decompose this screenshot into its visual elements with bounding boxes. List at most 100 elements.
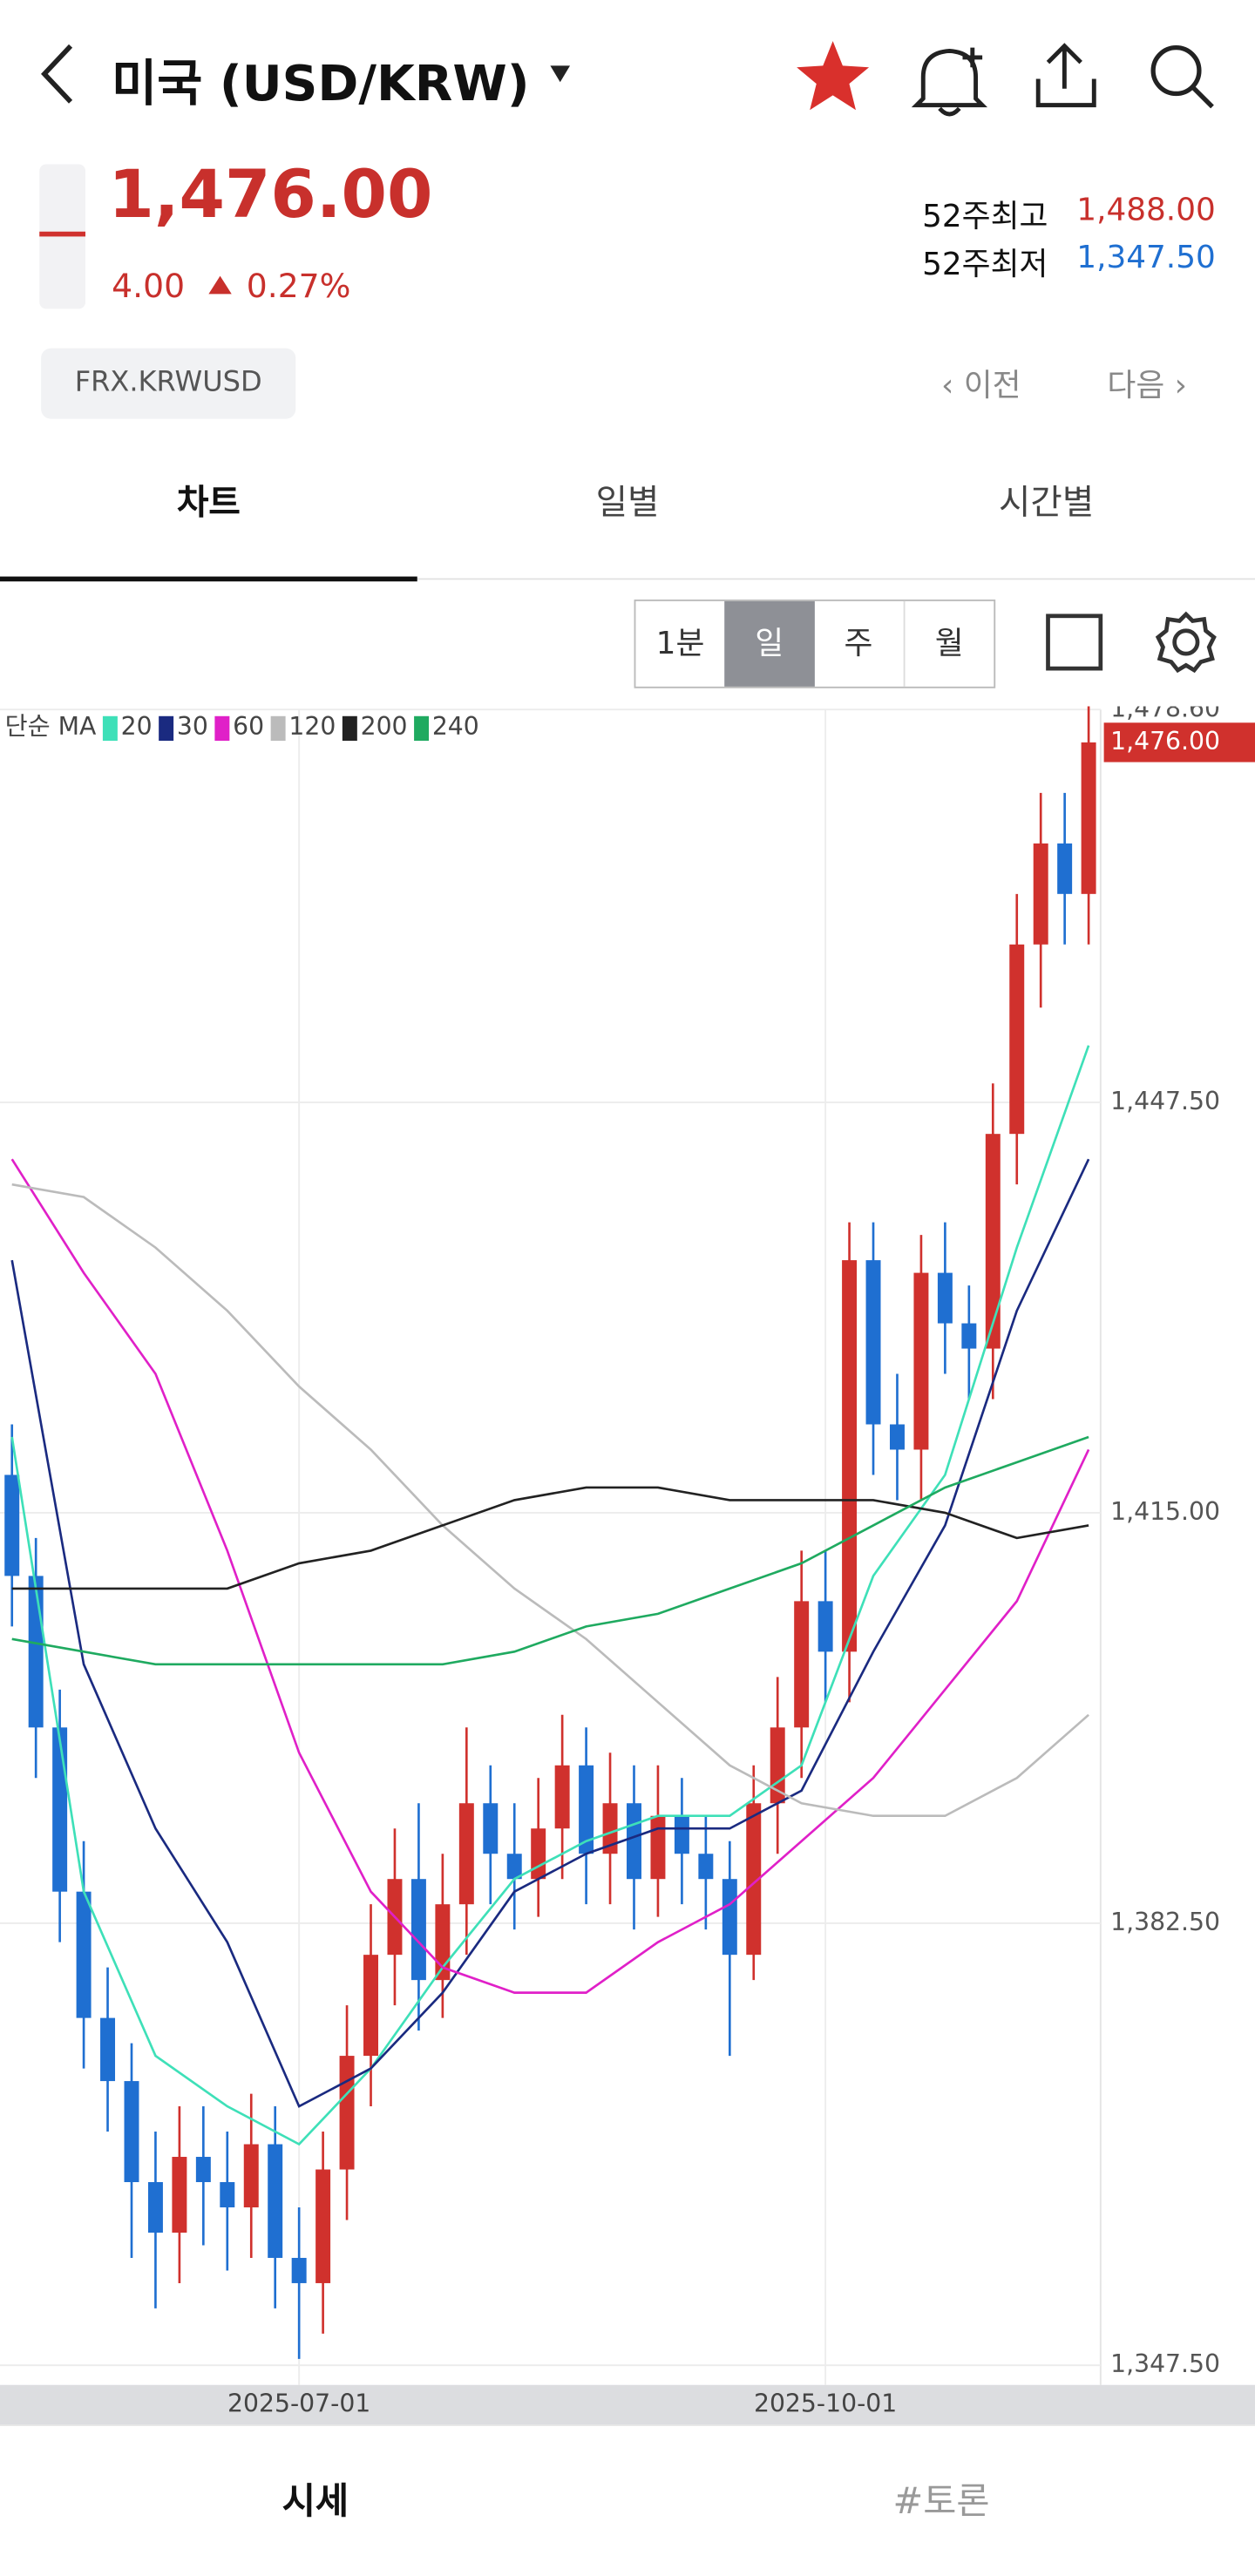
interval-button[interactable]: 월 [934, 626, 964, 662]
candle [195, 2106, 211, 2246]
interval-button[interactable]: 일 [724, 600, 814, 687]
dropdown-icon[interactable] [550, 65, 571, 83]
tab[interactable]: 차트 [176, 483, 241, 523]
candle [1057, 792, 1073, 945]
candle [602, 1752, 618, 1905]
candle [1081, 706, 1096, 945]
candle [842, 1222, 858, 1703]
legend-swatch [102, 715, 118, 742]
candle-body [506, 1854, 522, 1880]
candle-body [794, 1601, 810, 1728]
prev-label: 이전 [963, 368, 1021, 404]
candle [531, 1778, 546, 1917]
legend-label: 60 [233, 712, 264, 741]
candle-body [1057, 843, 1073, 894]
candle-body [698, 1854, 714, 1880]
candle [817, 1550, 833, 1703]
candle-body [889, 1424, 905, 1450]
x-axis-band [0, 2384, 1255, 2424]
candle-body [554, 1765, 570, 1829]
candle [627, 1765, 641, 1930]
top-icons [41, 41, 1214, 117]
legend-label: 200 [361, 712, 408, 741]
candle [4, 1424, 20, 1627]
candle [363, 1904, 378, 2107]
candle-body [291, 2257, 307, 2283]
tab[interactable]: 일별 [595, 483, 660, 523]
candle-body [76, 1891, 92, 2018]
chart-tools [1046, 611, 1217, 674]
ma-line [11, 1486, 1089, 1590]
fullscreen-icon[interactable] [1046, 613, 1103, 671]
candle-body [817, 1601, 833, 1652]
bottom-divider [0, 2423, 1255, 2426]
title[interactable]: 미국 (USD/KRW) [112, 56, 530, 114]
next-label: 다음 [1107, 368, 1165, 404]
legend-title: 단순 MA [5, 712, 97, 741]
candle [865, 1222, 881, 1475]
candle [172, 2106, 187, 2283]
candle-body [268, 2144, 283, 2258]
candle [506, 1803, 522, 1930]
candle-body [627, 1803, 641, 1880]
alert-icon[interactable] [911, 47, 988, 117]
candle [579, 1727, 594, 1905]
last-price-box [1103, 722, 1255, 763]
candle-body [531, 1828, 546, 1880]
candle-body [1081, 742, 1096, 894]
candle-body [937, 1272, 953, 1324]
bottom-tab[interactable]: #토론 [892, 2481, 990, 2524]
candle [124, 2043, 139, 2258]
legend-label: 30 [177, 712, 208, 741]
candle [1033, 792, 1048, 1008]
search-icon[interactable] [1150, 45, 1214, 109]
candle-body [363, 1955, 378, 2057]
candle-body [315, 2169, 331, 2283]
candle-body [985, 1134, 1001, 1349]
candle [76, 1840, 92, 2069]
settings-icon[interactable] [1155, 611, 1217, 674]
legend-swatch [342, 715, 357, 742]
candle [28, 1537, 44, 1779]
candle [746, 1765, 762, 1981]
candle-body [1009, 944, 1025, 1135]
favorite-icon[interactable] [797, 41, 870, 111]
x-tick-label: 2025-07-01 [227, 2389, 370, 2417]
candle [554, 1714, 570, 1880]
low52: 1,347.50 [1076, 240, 1216, 276]
candle-body [865, 1260, 881, 1425]
candle [483, 1765, 499, 1905]
bottom-tab[interactable]: 시세 [282, 2481, 349, 2524]
candle-body [674, 1815, 689, 1854]
share-icon[interactable] [1035, 43, 1096, 108]
y-tick-label: 1,447.50 [1110, 1087, 1220, 1115]
interval-button[interactable]: 주 [814, 600, 906, 687]
mini-candle [39, 164, 86, 309]
tab[interactable]: 시간별 [998, 483, 1095, 523]
candle-body [722, 1879, 737, 1956]
candle-body [842, 1260, 858, 1652]
up-arrow [208, 275, 232, 295]
candle [961, 1285, 977, 1400]
candle-body [28, 1576, 44, 1728]
candle [339, 2005, 355, 2220]
y-tick-label: 1,347.50 [1110, 2349, 1220, 2378]
candle-body [602, 1803, 618, 1854]
chart: 1,347.50 1,382.50 1,415.00 1,447.50 1,478.60… [0, 706, 1255, 2424]
last-price-label: 1,476.00 [1110, 727, 1220, 756]
candle-body [339, 2056, 355, 2170]
candle [220, 2132, 235, 2271]
candle [770, 1677, 785, 1854]
interval-button[interactable]: 1분 [655, 626, 705, 662]
next-button[interactable]: 다음 › [1107, 368, 1187, 404]
candle-body [100, 2017, 116, 2082]
legend-swatch [414, 715, 430, 742]
ma-line [10, 1158, 1090, 1994]
legend-swatch [159, 715, 174, 742]
candle-body [579, 1765, 594, 1854]
candle-body [52, 1727, 68, 1892]
back-icon[interactable] [41, 44, 73, 104]
legend-label: 120 [288, 712, 336, 741]
prev-button[interactable]: ‹ 이전 [941, 368, 1021, 404]
